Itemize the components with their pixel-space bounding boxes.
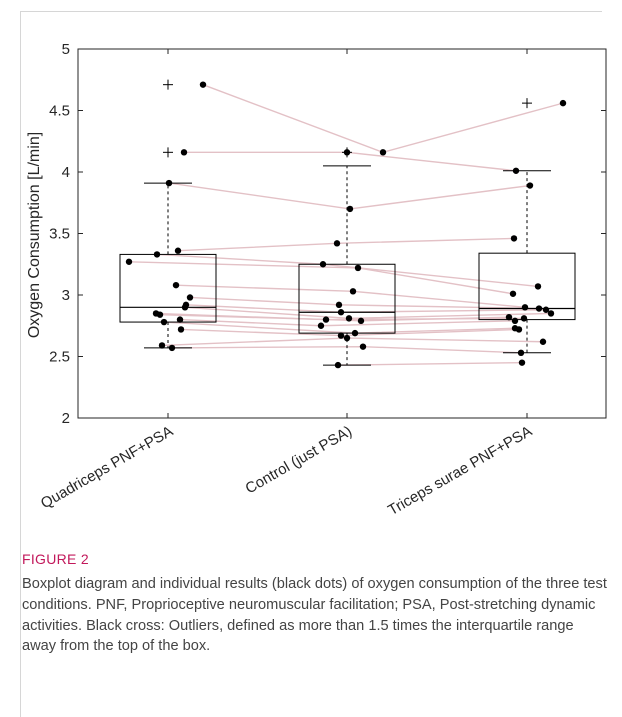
individual-dot	[319, 261, 327, 268]
individual-dot	[172, 281, 180, 289]
individual-line	[202, 84, 564, 154]
individual-dots	[125, 81, 567, 369]
individual-dot	[521, 304, 529, 311]
individual-dot	[354, 264, 362, 272]
box	[119, 253, 217, 323]
boxes	[119, 79, 576, 366]
individual-dot	[335, 301, 343, 309]
y-tick-label: 4	[62, 164, 70, 181]
box	[478, 252, 576, 321]
individual-line	[156, 253, 539, 288]
individual-dot	[343, 334, 351, 342]
y-tick-label: 3	[62, 287, 70, 304]
individual-dot	[351, 329, 359, 337]
individual-dot	[165, 179, 173, 187]
individual-dot	[174, 247, 182, 254]
individual-dot	[153, 251, 161, 258]
individual-dot	[199, 81, 207, 88]
individual-dot	[512, 167, 520, 174]
individual-dot	[542, 306, 550, 313]
individual-dot	[509, 290, 517, 297]
caption-border-left	[20, 11, 21, 717]
boxplot-chart: 2 2.5 3 3.5 4 4.5 5 Quadriceps PNF+PSA Control (…	[26, 41, 607, 519]
individual-line	[161, 337, 544, 347]
caption-label: FIGURE 2	[22, 551, 89, 567]
individual-lines	[128, 84, 564, 366]
individual-dot	[379, 149, 387, 156]
individual-dot	[180, 149, 188, 156]
individual-dot	[176, 316, 184, 323]
individual-dot	[168, 344, 176, 352]
individual-dot	[349, 288, 357, 295]
figure-caption: FIGURE 2 Boxplot diagram and individual …	[22, 551, 607, 657]
individual-dot	[337, 332, 345, 339]
y-tick-label: 3.5	[49, 226, 70, 243]
individual-dot	[156, 311, 164, 318]
individual-dot	[539, 338, 547, 345]
individual-dot	[177, 326, 185, 333]
individual-dot	[322, 316, 330, 323]
caption-border-top	[20, 11, 602, 12]
box	[298, 263, 396, 334]
y-tick-label: 2.5	[49, 349, 70, 366]
x-tick-label: Control (just PSA)	[243, 423, 355, 498]
individual-dot	[343, 149, 351, 156]
x-tick-label: Quadriceps PNF+PSA	[38, 423, 176, 513]
y-axis-label: Oxygen Consumption [L/min]	[26, 132, 43, 338]
individual-dot	[359, 343, 367, 350]
individual-dot	[547, 310, 555, 317]
individual-dot	[345, 315, 353, 322]
individual-line	[168, 182, 531, 210]
axes: 2 2.5 3 3.5 4 4.5 5 Quadriceps PNF+PSA Control (…	[38, 41, 607, 519]
individual-dot	[333, 240, 341, 247]
individual-dot	[334, 361, 342, 369]
individual-dot	[505, 313, 513, 321]
individual-dot	[559, 99, 567, 107]
individual-dot	[357, 317, 365, 325]
individual-dot	[160, 318, 168, 326]
individual-line	[177, 237, 515, 252]
individual-dot	[511, 317, 519, 325]
individual-line	[184, 151, 517, 172]
individual-dot	[317, 322, 325, 329]
individual-dot	[181, 304, 189, 311]
individual-dot	[535, 305, 543, 312]
individual-dot	[534, 283, 542, 290]
y-tick-label: 2	[62, 410, 70, 427]
y-tick-label: 4.5	[49, 103, 70, 120]
individual-dot	[186, 294, 194, 301]
individual-dot	[125, 258, 133, 265]
individual-dot	[337, 309, 345, 316]
individual-dot	[518, 359, 526, 366]
y-tick-label: 5	[62, 41, 70, 58]
caption-text: Boxplot diagram and individual results (…	[22, 576, 607, 655]
individual-dot	[158, 342, 166, 349]
individual-dot	[517, 349, 525, 357]
individual-dot	[526, 182, 534, 189]
individual-dot	[510, 235, 518, 242]
x-tick-label: Triceps surae PNF+PSA	[385, 423, 535, 519]
individual-dot	[515, 326, 523, 333]
individual-line	[175, 284, 526, 308]
individual-dot	[520, 315, 528, 322]
individual-dot	[346, 205, 354, 213]
